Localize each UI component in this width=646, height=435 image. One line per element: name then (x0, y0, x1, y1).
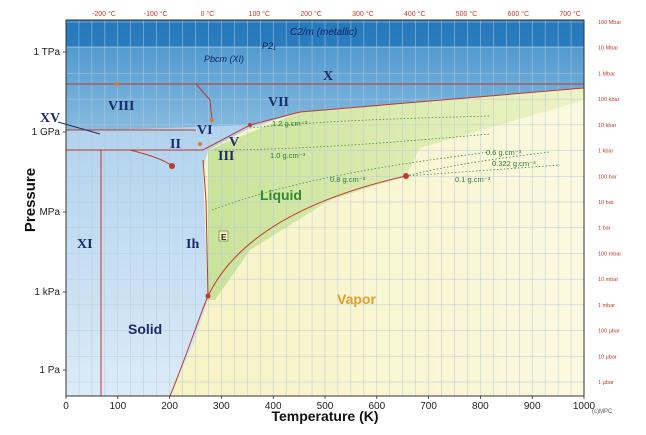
x-axis-ticks: 0 100 200 300 400 500 600 700 800 900 1000 (63, 396, 596, 412)
phase-iii: III (218, 149, 234, 164)
phase-p21: P2₁ (262, 41, 276, 51)
grid (66, 20, 584, 396)
right-axis-ticks: 100 Mbar 10 Mbar 1 Mbar 100 kbar 10 kbar 1 kb… (598, 20, 621, 386)
celsius-tick-label: 500 °C (456, 10, 477, 18)
phase-xi: XI (77, 237, 93, 252)
y-tick-label: 1 GPa (32, 127, 61, 138)
low-point-marker (169, 163, 175, 169)
triple-point-marker (205, 293, 211, 299)
x-tick-label: 900 (524, 401, 541, 412)
right-tick-label: 1 Mbar (598, 71, 615, 77)
celsius-tick-label: 400 °C (404, 10, 425, 18)
isochore-0-8 (211, 151, 491, 211)
x-tick-label: 500 (317, 401, 334, 412)
x-tick-label: 800 (472, 401, 489, 412)
y-tick-label: 1 Pa (39, 365, 60, 376)
right-tick-label: 10 kbar (598, 123, 617, 129)
density-0-8: 0.8 g.cm⁻³ (330, 175, 366, 184)
phase-solid: Solid (128, 321, 162, 337)
x-tick-label: 700 (420, 401, 437, 412)
phase-c2m: C2/m (metallic) (290, 27, 357, 38)
celsius-tick-label: 0 °C (201, 10, 215, 18)
phase-labels: C2/m (metallic) P2₁ Pbcm (XI) X VIII VII… (40, 27, 376, 337)
y-tick-label: 1 kPa (34, 287, 60, 298)
right-tick-label: 10 mbar (598, 277, 618, 283)
phase-liquid: Liquid (260, 187, 302, 203)
phase-xv: XV (40, 111, 60, 126)
celsius-tick-label: 100 °C (249, 10, 270, 18)
vii-liquid-boundary (202, 87, 585, 151)
celsius-tick-label: -100 °C (144, 10, 168, 18)
right-tick-label: 1 kbar (598, 149, 613, 155)
viii-point-marker (115, 82, 119, 86)
density-0-6: 0.6 g.cm⁻³ (486, 148, 522, 157)
ii-point-marker (198, 142, 202, 146)
y-tick-label: MPa (39, 207, 60, 218)
celsius-tick-label: 200 °C (300, 10, 321, 18)
credit-label: (c)MPC (592, 409, 613, 415)
critical-point-marker (403, 173, 409, 179)
density-labels: 1.2 g.cm⁻³ 1.0 g.cm⁻³ 0.8 g.cm⁻³ 0.6 g.c… (270, 119, 536, 184)
y-axis-ticks: 1 TPa 1 GPa MPa 1 kPa 1 Pa (32, 47, 66, 376)
x-tick-label: 1000 (573, 401, 596, 412)
x-tick-label: 100 (109, 401, 126, 412)
sublimation-curve (169, 295, 209, 397)
right-tick-label: 10 bar (598, 200, 614, 206)
y-tick-label: 1 TPa (34, 47, 61, 58)
right-tick-label: 100 µbar (598, 329, 620, 335)
phase-vi: VI (197, 123, 213, 138)
phase-x: X (323, 69, 333, 84)
phase-ih: Ih (186, 237, 199, 252)
phase-ii: II (170, 137, 181, 152)
x-tick-label: 400 (265, 401, 282, 412)
phase-v: V (229, 135, 239, 150)
vii-vi-point-marker (210, 118, 214, 122)
x-tick-label: 200 (161, 401, 178, 412)
celsius-axis-ticks: -200 °C -100 °C 0 °C 100 °C 200 °C 300 °C 400 … (92, 10, 581, 18)
right-tick-label: 10 Mbar (598, 46, 618, 52)
phase-vapor: Vapor (337, 291, 376, 307)
xv-arrow (57, 121, 101, 135)
liquid-region (208, 88, 585, 300)
phase-viii: VIII (108, 99, 134, 114)
density-0-322: 0.322 g.cm⁻³ (492, 159, 536, 168)
density-1-2: 1.2 g.cm⁻³ (272, 119, 308, 128)
x-tick-label: 0 (63, 401, 69, 412)
right-tick-label: 100 kbar (598, 97, 620, 103)
celsius-tick-label: 600 °C (508, 10, 529, 18)
right-tick-label: 10 µbar (598, 354, 617, 360)
phase-e: E (221, 233, 227, 242)
vi-point-marker (248, 123, 252, 127)
density-0-1: 0.1 g.cm⁻³ (455, 175, 491, 184)
melting-curve (202, 159, 209, 297)
celsius-tick-label: 300 °C (352, 10, 373, 18)
phase-boundaries (66, 83, 585, 397)
right-tick-label: 100 bar (598, 174, 617, 180)
vaporization-curve (207, 175, 407, 297)
right-tick-label: 100 Mbar (598, 20, 621, 26)
right-tick-label: 1 bar (598, 226, 611, 232)
density-1-0: 1.0 g.cm⁻³ (270, 151, 306, 160)
right-tick-label: 1 mbar (598, 303, 615, 309)
phase-pbcm: Pbcm (XI) (204, 54, 244, 64)
phase-vii: VII (268, 95, 289, 110)
x-tick-label: 300 (213, 401, 230, 412)
isochores (211, 115, 561, 211)
x-tick-label: 600 (368, 401, 385, 412)
right-tick-label: 100 mbar (598, 251, 621, 257)
x-axis-label: Temperature (K) (271, 408, 378, 424)
viii-vii-boundary (195, 83, 213, 121)
y-axis-label: Pressure (22, 168, 39, 232)
celsius-tick-label: -200 °C (92, 10, 116, 18)
celsius-tick-label: 700 °C (559, 10, 580, 18)
isochore-0-6 (405, 151, 551, 177)
right-tick-label: 1 µbar (598, 380, 614, 386)
e-marker-box (218, 230, 229, 242)
